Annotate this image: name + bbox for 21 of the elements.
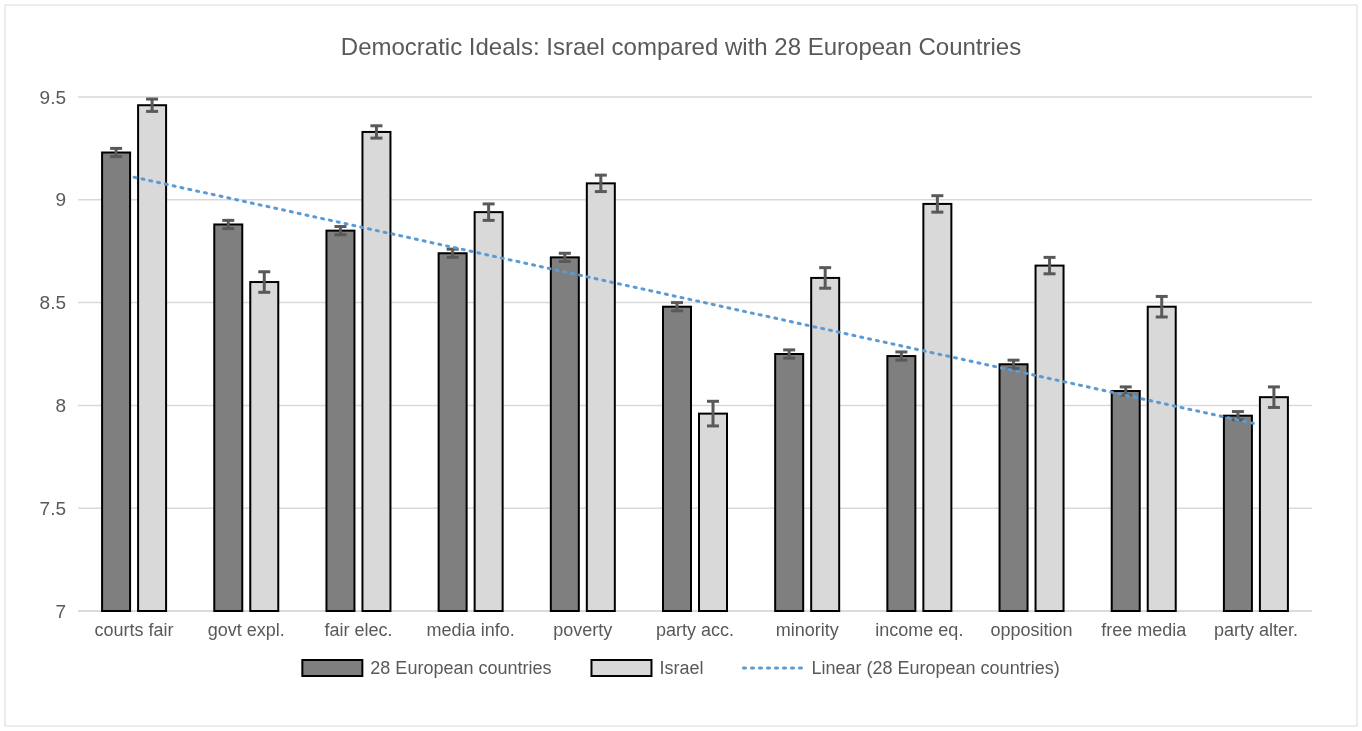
legend-label: 28 European countries bbox=[370, 658, 552, 678]
x-tick-label: minority bbox=[775, 619, 839, 640]
x-tick-label: poverty bbox=[553, 619, 613, 640]
x-tick-label: free media bbox=[1101, 619, 1188, 640]
y-tick-label: 7.5 bbox=[39, 497, 66, 519]
x-tick-label: govt expl. bbox=[207, 619, 285, 640]
y-tick-label: 8 bbox=[55, 394, 66, 416]
x-tick-label: courts fair bbox=[94, 619, 174, 640]
legend-label: Linear (28 European countries) bbox=[811, 658, 1060, 678]
y-tick-label: 7 bbox=[55, 600, 66, 622]
x-tick-label: party alter. bbox=[1213, 619, 1298, 640]
y-tick-label: 9 bbox=[55, 189, 66, 211]
x-tick-label: fair elec. bbox=[324, 619, 393, 640]
x-tick-label: media info. bbox=[426, 619, 515, 640]
x-tick-label: income eq. bbox=[875, 619, 964, 640]
y-tick-label: 9.5 bbox=[39, 86, 66, 108]
x-tick-label: opposition bbox=[990, 619, 1073, 640]
y-tick-label: 8.5 bbox=[39, 292, 66, 314]
x-tick-label: party acc. bbox=[655, 619, 735, 640]
legend-label: Israel bbox=[659, 658, 704, 678]
chart-title: Democratic Ideals: Israel compared with 28 European Countries bbox=[340, 33, 1022, 60]
